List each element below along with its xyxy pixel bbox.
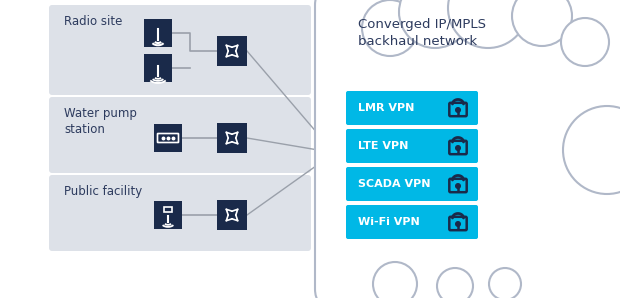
Circle shape: [456, 222, 460, 226]
Circle shape: [456, 146, 460, 150]
Text: SCADA VPN: SCADA VPN: [358, 179, 430, 189]
FancyBboxPatch shape: [346, 205, 478, 239]
Circle shape: [373, 262, 417, 298]
Circle shape: [399, 0, 471, 48]
Circle shape: [456, 184, 460, 188]
FancyBboxPatch shape: [217, 36, 247, 66]
FancyBboxPatch shape: [315, 0, 620, 298]
FancyBboxPatch shape: [346, 129, 478, 163]
FancyBboxPatch shape: [217, 123, 247, 153]
Circle shape: [448, 0, 528, 48]
Text: Converged IP/MPLS
backhaul network: Converged IP/MPLS backhaul network: [358, 18, 486, 48]
Text: Water pump
station: Water pump station: [64, 107, 137, 136]
FancyBboxPatch shape: [217, 200, 247, 230]
Text: Public facility: Public facility: [64, 185, 142, 198]
Circle shape: [512, 0, 572, 46]
Circle shape: [489, 268, 521, 298]
FancyBboxPatch shape: [346, 91, 478, 125]
Circle shape: [437, 268, 473, 298]
FancyBboxPatch shape: [49, 5, 311, 95]
FancyBboxPatch shape: [144, 54, 172, 82]
FancyBboxPatch shape: [154, 124, 182, 152]
Text: LMR VPN: LMR VPN: [358, 103, 414, 113]
Circle shape: [563, 106, 620, 194]
FancyBboxPatch shape: [154, 201, 182, 229]
FancyBboxPatch shape: [144, 19, 172, 47]
Text: LTE VPN: LTE VPN: [358, 141, 409, 151]
FancyBboxPatch shape: [49, 175, 311, 251]
FancyBboxPatch shape: [49, 97, 311, 173]
Circle shape: [362, 0, 418, 56]
Circle shape: [561, 18, 609, 66]
Text: Wi-Fi VPN: Wi-Fi VPN: [358, 217, 420, 227]
Text: Radio site: Radio site: [64, 15, 122, 28]
FancyBboxPatch shape: [346, 167, 478, 201]
Circle shape: [456, 108, 460, 112]
